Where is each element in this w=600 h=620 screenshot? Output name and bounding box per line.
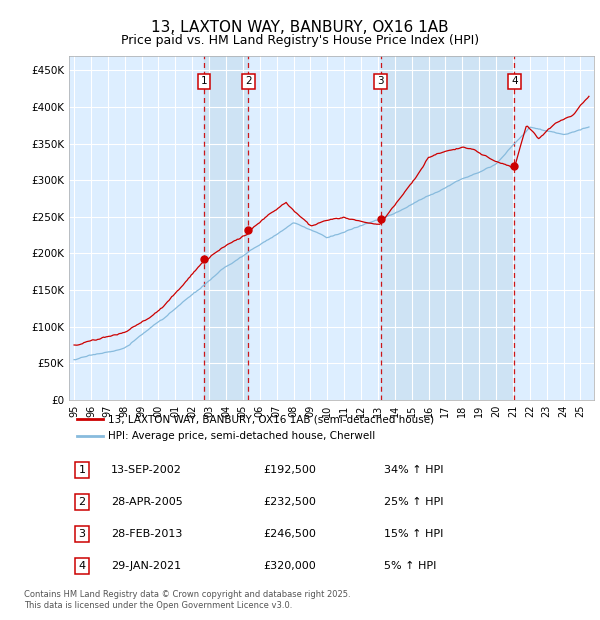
Text: £320,000: £320,000 (263, 561, 316, 571)
Text: Contains HM Land Registry data © Crown copyright and database right 2025.
This d: Contains HM Land Registry data © Crown c… (24, 590, 350, 609)
Text: 4: 4 (79, 561, 86, 571)
Text: 3: 3 (79, 529, 86, 539)
Text: 2: 2 (245, 76, 251, 86)
Text: 13, LAXTON WAY, BANBURY, OX16 1AB (semi-detached house): 13, LAXTON WAY, BANBURY, OX16 1AB (semi-… (109, 414, 434, 424)
Text: £232,500: £232,500 (263, 497, 316, 507)
Text: 4: 4 (511, 76, 518, 86)
Bar (380, 56, 514, 400)
Text: Price paid vs. HM Land Registry's House Price Index (HPI): Price paid vs. HM Land Registry's House … (121, 34, 479, 47)
Text: 3: 3 (377, 76, 384, 86)
Text: 28-FEB-2013: 28-FEB-2013 (111, 529, 182, 539)
Text: 13-SEP-2002: 13-SEP-2002 (111, 465, 182, 475)
Text: £246,500: £246,500 (263, 529, 316, 539)
Text: 5% ↑ HPI: 5% ↑ HPI (384, 561, 436, 571)
Text: 28-APR-2005: 28-APR-2005 (111, 497, 183, 507)
Text: 1: 1 (201, 76, 208, 86)
Bar (204, 56, 248, 400)
Text: 15% ↑ HPI: 15% ↑ HPI (384, 529, 443, 539)
Text: 29-JAN-2021: 29-JAN-2021 (111, 561, 181, 571)
Text: 1: 1 (79, 465, 86, 475)
Text: 13, LAXTON WAY, BANBURY, OX16 1AB: 13, LAXTON WAY, BANBURY, OX16 1AB (151, 20, 449, 35)
Text: 2: 2 (79, 497, 86, 507)
Text: 34% ↑ HPI: 34% ↑ HPI (384, 465, 443, 475)
Text: HPI: Average price, semi-detached house, Cherwell: HPI: Average price, semi-detached house,… (109, 432, 376, 441)
Text: 25% ↑ HPI: 25% ↑ HPI (384, 497, 443, 507)
Text: £192,500: £192,500 (263, 465, 316, 475)
